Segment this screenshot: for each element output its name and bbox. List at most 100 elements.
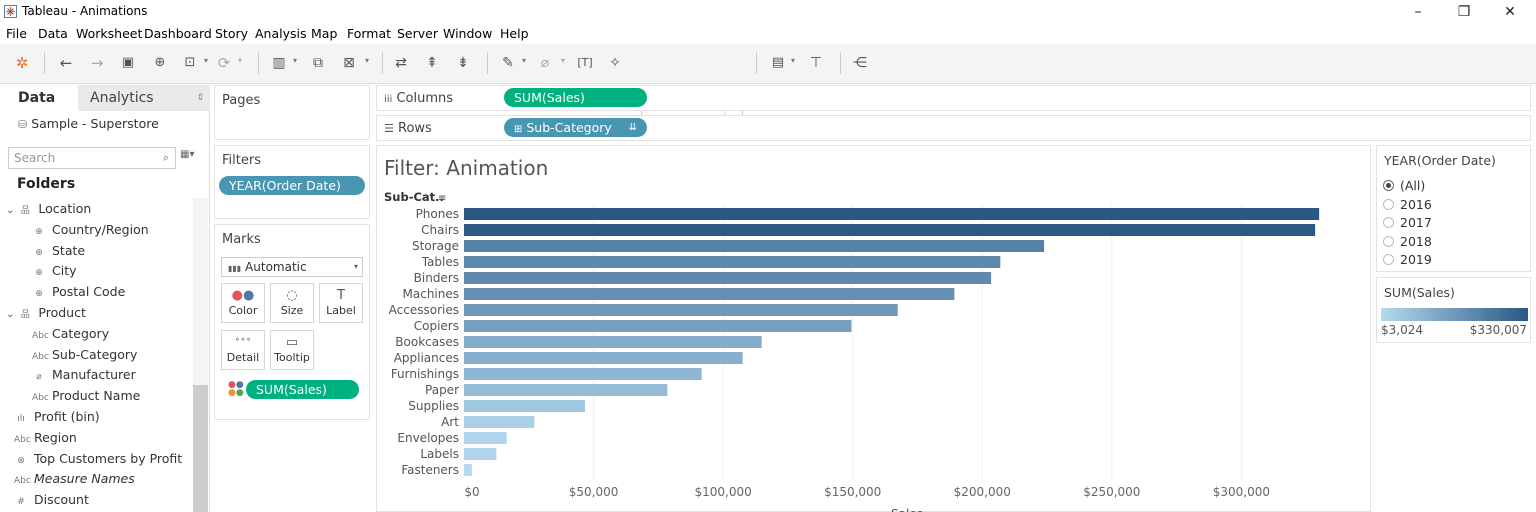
bar[interactable] (464, 272, 992, 284)
filter-pill-year[interactable]: YEAR(Order Date) (219, 176, 365, 195)
field-item[interactable]: Abc Category (32, 326, 109, 341)
swap-icon[interactable]: ⇄ (395, 55, 407, 71)
chevron-down-icon[interactable]: ▾ (522, 56, 527, 65)
clear-sheet-icon[interactable]: ⊠ (343, 55, 355, 71)
chevron-down-icon[interactable]: ▾ (791, 56, 796, 65)
sort-ascending-icon[interactable]: ⇞ (426, 55, 438, 71)
bar[interactable] (464, 416, 535, 428)
menu-help[interactable]: Help (500, 26, 529, 41)
restore-button[interactable]: ❐ (1457, 4, 1471, 20)
tab-analytics[interactable]: Analytics ⇕ (78, 85, 210, 111)
field-item[interactable]: ılı Profit (bin) (14, 409, 99, 424)
field-item[interactable]: ⌄ 品 Location (6, 201, 91, 216)
duplicate-sheet-icon[interactable]: ⧉ (313, 55, 323, 71)
bar[interactable] (464, 368, 702, 380)
field-item[interactable]: ⊗ Top Customers by Profit (14, 451, 182, 466)
bar[interactable] (464, 304, 898, 316)
bar[interactable] (464, 256, 1001, 268)
chart-type-icon[interactable]: ▤ (771, 55, 785, 70)
year-option[interactable]: 2016 (1383, 197, 1432, 212)
minimize-button[interactable]: – (1414, 4, 1422, 20)
pages-shelf[interactable]: Pages (214, 85, 370, 140)
scrollbar-thumb[interactable] (193, 385, 208, 512)
bar[interactable] (464, 224, 1316, 236)
color-gradient-bar (1381, 308, 1528, 321)
tab-data[interactable]: Data (0, 85, 78, 111)
label-icon[interactable]: [T] (577, 56, 593, 69)
field-item[interactable]: ⊕ City (32, 263, 76, 278)
rows-pill-subcategory[interactable]: ⊞ Sub-Category ⇊ (504, 118, 647, 137)
chevron-down-icon[interactable]: ▾ (365, 56, 370, 65)
year-option[interactable]: 2019 (1383, 252, 1432, 267)
tableau-logo-icon[interactable]: ✲ (15, 54, 29, 72)
view-toggle-icon[interactable]: ▦▾ (180, 149, 195, 160)
menu-analysis[interactable]: Analysis (255, 26, 307, 41)
field-item[interactable]: Abc Sub-Category (32, 347, 137, 362)
year-option[interactable]: 2018 (1383, 234, 1432, 249)
undo-icon[interactable]: ← (59, 54, 73, 72)
menu-story[interactable]: Story (215, 26, 249, 41)
marks-size-button[interactable]: ◌ Size (270, 283, 314, 323)
group-icon[interactable]: ⌀ (540, 55, 550, 71)
marks-tooltip-button[interactable]: ▭ Tooltip (270, 330, 314, 370)
field-item[interactable]: Abc Measure Names (14, 471, 135, 486)
refresh-icon[interactable]: ⟳ (217, 54, 231, 72)
pause-updates-icon[interactable]: ⊡ (184, 55, 196, 70)
sort-icon[interactable]: ≡ (438, 193, 446, 204)
year-option[interactable]: (All) (1383, 178, 1425, 193)
marks-label-button[interactable]: T Label (319, 283, 363, 323)
bar[interactable] (464, 336, 762, 348)
bar[interactable] (464, 432, 507, 444)
mark-type-select[interactable]: ▮▮▮ Automatic ▾ (221, 257, 363, 277)
new-datasource-icon[interactable]: ⊕ (154, 55, 166, 70)
bar[interactable] (464, 464, 472, 476)
pin-icon[interactable]: ✧ (609, 55, 621, 71)
field-item[interactable]: ⊕ State (32, 243, 85, 258)
save-icon[interactable]: ▣ (121, 55, 135, 70)
category-label: Copiers (414, 319, 459, 333)
menu-server[interactable]: Server (397, 26, 438, 41)
search-input[interactable]: Search ⌕ (8, 147, 176, 169)
bar[interactable] (464, 240, 1045, 252)
menu-dashboard[interactable]: Dashboard (144, 26, 212, 41)
highlight-icon[interactable]: ✎ (502, 55, 514, 71)
chevron-down-icon[interactable]: ⌄ (6, 309, 15, 320)
bar[interactable] (464, 400, 585, 412)
chevron-down-icon[interactable]: ▾ (238, 56, 243, 65)
field-item[interactable]: # Discount (14, 492, 89, 507)
new-worksheet-icon[interactable]: ▥ (272, 55, 286, 71)
marks-pill-sales[interactable]: SUM(Sales) (246, 380, 359, 399)
field-item[interactable]: ⊕ Postal Code (32, 284, 125, 299)
columns-pill-sales[interactable]: SUM(Sales) (504, 88, 647, 107)
chevron-down-icon[interactable]: ▾ (293, 56, 298, 65)
menu-worksheet[interactable]: Worksheet (76, 26, 143, 41)
menu-window[interactable]: Window (443, 26, 493, 41)
datasource-item[interactable]: ⛁ Sample - Superstore (18, 116, 159, 131)
field-item[interactable]: ⊕ Country/Region (32, 222, 148, 237)
bar[interactable] (464, 448, 497, 460)
chevron-down-icon[interactable]: ▾ (561, 56, 566, 65)
field-item[interactable]: ⌀ Manufacturer (32, 367, 135, 382)
presentation-icon[interactable]: ⊤ (809, 55, 823, 71)
bar[interactable] (464, 352, 743, 364)
sort-descending-icon[interactable]: ⇟ (457, 55, 469, 71)
year-option[interactable]: 2017 (1383, 215, 1432, 230)
menu-map[interactable]: Map (311, 26, 338, 41)
field-item[interactable]: Abc Region (14, 430, 77, 445)
chevron-down-icon[interactable]: ▾ (204, 56, 209, 65)
menu-data[interactable]: Data (38, 26, 68, 41)
bar[interactable] (464, 384, 668, 396)
share-icon[interactable]: ⋲ (853, 55, 867, 71)
redo-icon[interactable]: → (90, 54, 104, 72)
marks-detail-button[interactable]: ∘∘∘ Detail (221, 330, 265, 370)
menu-format[interactable]: Format (347, 26, 392, 41)
field-item[interactable]: ⌄ 品 Product (6, 305, 86, 320)
menu-file[interactable]: File (6, 26, 27, 41)
bar[interactable] (464, 208, 1320, 220)
chevron-down-icon[interactable]: ⌄ (6, 205, 15, 216)
field-item[interactable]: Abc Product Name (32, 388, 140, 403)
bar[interactable] (464, 320, 852, 332)
marks-color-button[interactable]: ●● Color (221, 283, 265, 323)
bar[interactable] (464, 288, 955, 300)
close-button[interactable]: ✕ (1504, 4, 1516, 20)
